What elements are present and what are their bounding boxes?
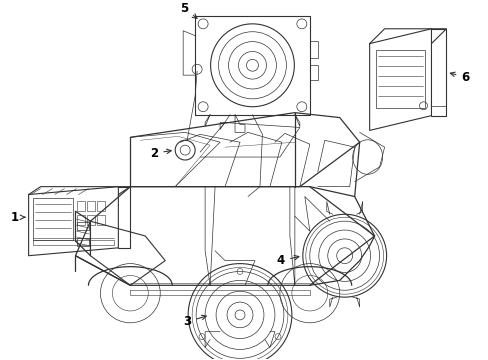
Bar [77, 202, 85, 211]
Text: 6: 6 [449, 71, 468, 84]
Bar [97, 202, 105, 211]
Text: 2: 2 [150, 147, 171, 159]
Text: 4: 4 [276, 254, 298, 267]
Bar [309, 41, 317, 58]
Bar [87, 202, 95, 211]
Text: 5: 5 [180, 1, 197, 18]
Text: 1: 1 [11, 211, 25, 224]
Bar [77, 222, 89, 230]
Bar [33, 198, 73, 240]
Bar [97, 215, 105, 225]
Bar [375, 50, 425, 108]
Bar [77, 215, 85, 225]
Bar [33, 240, 114, 245]
Bar [87, 215, 95, 225]
Bar [309, 65, 317, 80]
Bar [77, 238, 89, 246]
Text: 3: 3 [183, 315, 206, 328]
